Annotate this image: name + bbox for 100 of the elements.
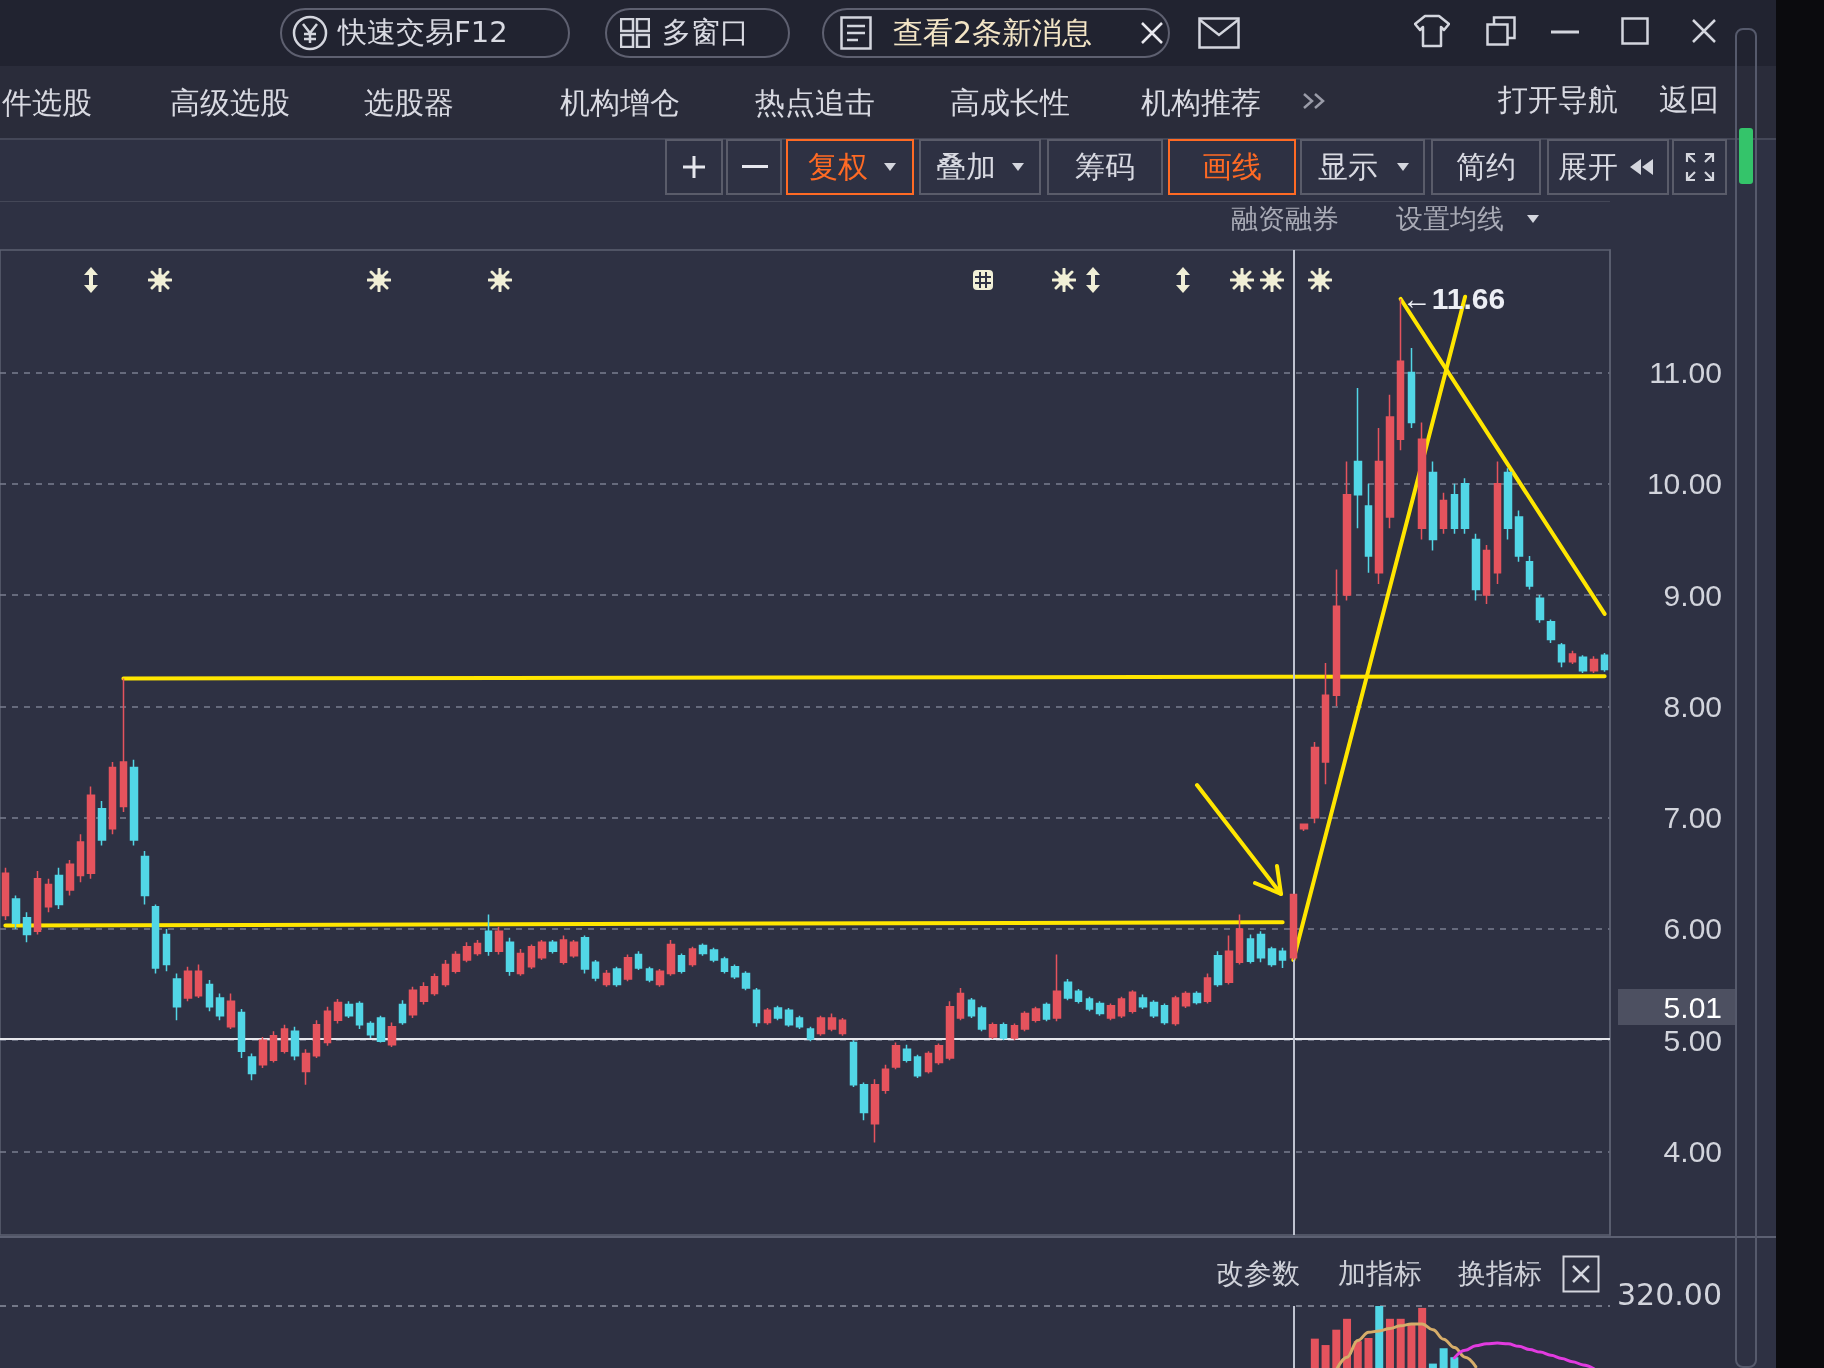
candlestick	[569, 939, 579, 959]
candlestick	[1589, 655, 1599, 674]
candlestick	[806, 1026, 815, 1043]
candlestick	[226, 992, 236, 1030]
candlestick	[129, 759, 139, 847]
candlestick	[1374, 427, 1384, 585]
bar	[1439, 1348, 1448, 1368]
y-tick-label: 11.00	[1649, 355, 1722, 389]
candlestick	[988, 1021, 998, 1040]
candlestick	[301, 1048, 311, 1086]
y-tick-label: 6.00	[1663, 912, 1722, 946]
text: 机构增仓	[560, 84, 680, 121]
candlestick	[505, 937, 515, 977]
text: 选股器	[364, 84, 454, 121]
text: 叠加	[936, 148, 996, 185]
candlestick	[849, 1039, 858, 1088]
candlestick	[408, 986, 418, 1019]
candlestick	[473, 939, 482, 957]
candlestick	[194, 963, 203, 999]
candlestick	[172, 972, 182, 1021]
candlestick	[999, 1021, 1008, 1041]
text: 筹码	[1075, 148, 1135, 185]
candlestick	[838, 1017, 847, 1037]
candlestick	[924, 1050, 933, 1075]
candlestick	[516, 948, 525, 977]
candlestick	[1106, 1002, 1116, 1021]
candlestick	[44, 878, 53, 913]
text: 返回	[1659, 81, 1719, 118]
text: 简约	[1456, 148, 1516, 185]
bar	[1450, 1357, 1459, 1368]
candlestick	[1160, 1002, 1169, 1026]
text: 件选股	[2, 84, 92, 121]
candlestick	[1171, 994, 1180, 1027]
candlestick	[580, 934, 590, 975]
text: 高级选股	[170, 84, 290, 121]
bar	[1375, 1306, 1384, 1368]
candlestick	[559, 934, 568, 966]
candlestick	[366, 1020, 375, 1039]
candlestick	[623, 953, 633, 982]
candlestick	[1417, 421, 1427, 541]
candlestick	[290, 1026, 300, 1062]
candlestick	[258, 1036, 268, 1069]
bar	[1418, 1307, 1427, 1368]
candlestick	[1192, 990, 1202, 1006]
y-tick-label: 5.00	[1663, 1023, 1722, 1057]
candlestick	[1052, 953, 1062, 1023]
candlestick	[237, 1008, 246, 1059]
y-tick-label: 10.00	[1646, 467, 1722, 501]
y-tick-label: 7.00	[1663, 801, 1722, 835]
candlestick	[709, 947, 719, 964]
candlestick	[97, 800, 107, 847]
text: 多窗口	[662, 15, 749, 50]
candlestick	[891, 1041, 901, 1070]
candlestick	[870, 1078, 880, 1144]
text: 热点追击	[755, 84, 875, 121]
candlestick	[666, 939, 676, 977]
candlestick	[1568, 649, 1577, 665]
candlestick	[1535, 594, 1545, 624]
text: 展开	[1558, 148, 1618, 185]
bar	[1428, 1363, 1437, 1368]
candlestick	[634, 950, 643, 971]
candlestick	[1321, 662, 1330, 785]
y-tick-label: 4.00	[1663, 1135, 1722, 1169]
candlestick	[795, 1014, 804, 1030]
candlestick	[1471, 533, 1481, 602]
candlestick	[720, 956, 729, 975]
candlestick	[645, 966, 654, 984]
candlestick	[1128, 989, 1137, 1015]
candlestick	[269, 1030, 278, 1064]
candlestick	[945, 1000, 955, 1062]
bar	[1321, 1345, 1330, 1368]
candlestick	[1578, 654, 1588, 674]
candlestick	[956, 987, 965, 1021]
candlestick	[655, 968, 665, 988]
text: 改参数	[1216, 1256, 1300, 1291]
text: 查看2条新消息	[893, 14, 1093, 51]
candlestick	[344, 1000, 354, 1019]
candlestick	[1525, 555, 1534, 591]
candlestick	[1224, 934, 1234, 986]
candlestick	[913, 1053, 922, 1079]
candlestick	[280, 1023, 289, 1055]
text: 快速交易F12	[338, 15, 508, 50]
text: 画线	[1202, 148, 1262, 185]
candlestick	[1353, 387, 1363, 529]
bar	[1310, 1338, 1319, 1368]
candlestick	[162, 928, 171, 972]
candlestick	[1020, 1010, 1030, 1033]
candlestick	[312, 1019, 321, 1059]
candlestick	[1460, 477, 1470, 535]
candlestick	[1256, 930, 1266, 964]
candlestick	[1289, 893, 1298, 961]
candlestick	[1063, 978, 1073, 1001]
candlestick	[859, 1081, 869, 1122]
candlestick	[1385, 393, 1395, 529]
candlestick	[1342, 460, 1352, 602]
bar	[1353, 1341, 1362, 1368]
candlestick	[430, 972, 439, 997]
text: 设置均线	[1396, 203, 1504, 235]
candlestick	[1439, 491, 1448, 535]
candlestick	[698, 942, 708, 957]
